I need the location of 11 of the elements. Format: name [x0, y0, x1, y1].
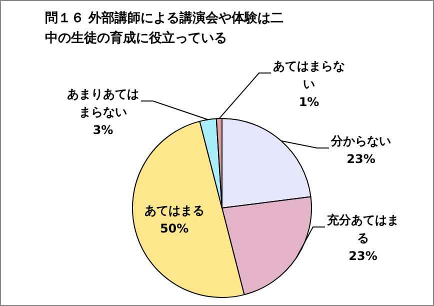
data-label: 50% — [160, 221, 189, 236]
slice-label: あてはまらない — [273, 59, 345, 92]
data-label: 1% — [298, 95, 320, 110]
data-label: 3% — [92, 123, 114, 138]
slice-label: 充分あてはまる — [326, 213, 399, 246]
chart-title: 問１６ 外部講師による講演会や体験は二中の生徒の育成に役立っている — [45, 10, 285, 48]
slice-label: あまりあてはまらない — [67, 87, 139, 120]
slice-label: あてはまる — [144, 203, 204, 218]
data-label: 23% — [346, 152, 376, 166]
data-label: 23% — [348, 249, 378, 264]
slice-label: 分からない — [330, 134, 391, 148]
